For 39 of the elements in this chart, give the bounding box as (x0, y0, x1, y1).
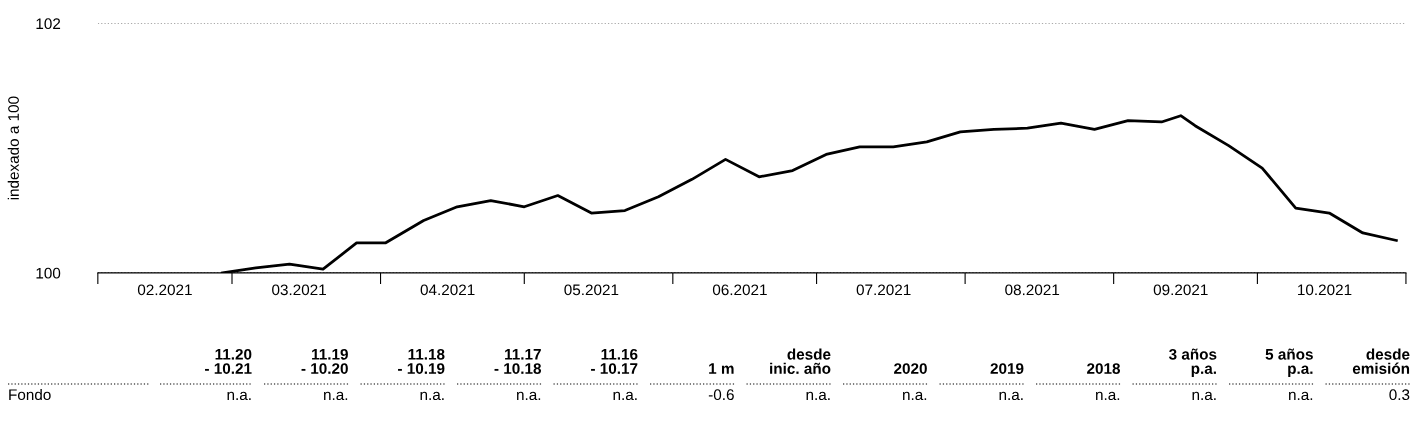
text: 11.18 - 10.19 (398, 348, 445, 374)
text: 11.20 - 10.21 (205, 348, 252, 374)
x-tick-label: 05.2021 (564, 284, 619, 296)
text: 11.17 - 10.18 (494, 349, 542, 374)
text: 3 años p.a. (1168, 348, 1217, 377)
y-tick-label: 100 (36, 267, 61, 279)
x-tick-label: 10.2021 (1298, 284, 1352, 296)
x-tick-label: 02.2021 (137, 284, 192, 296)
y-tick-label: 102 (36, 18, 61, 30)
text: 2018 (1087, 363, 1121, 374)
text: n.a. (806, 391, 830, 401)
x-tick-label: 03.2021 (272, 284, 326, 296)
x-tick-label: 08.2021 (1005, 284, 1060, 296)
text: 11.16 - 10.17 (591, 348, 638, 374)
text: 0.3 (1389, 389, 1410, 401)
text: Fondo (9, 388, 51, 401)
text: n.a. (517, 391, 541, 401)
text: n.a. (420, 391, 444, 401)
text: n.a. (324, 391, 348, 401)
text: 2020 (894, 363, 927, 374)
text: n.a. (613, 391, 637, 401)
x-tick-label: 07.2021 (856, 284, 911, 296)
text: n.a. (1096, 391, 1120, 401)
text: n.a. (1192, 391, 1216, 401)
text: n.a. (999, 391, 1023, 401)
text: -0.6 (708, 389, 734, 401)
text: n.a. (227, 391, 251, 401)
text: 5 años p.a. (1265, 348, 1313, 377)
text: 2019 (990, 363, 1024, 374)
text: n.a. (903, 391, 927, 401)
text: desde inic. año (770, 348, 831, 374)
x-tick-label: 09.2021 (1153, 284, 1208, 296)
text: 11.19 - 10.20 (301, 348, 348, 374)
text: n.a. (1289, 391, 1313, 401)
x-tick-label: 04.2021 (420, 284, 475, 296)
text: 1 m (709, 363, 734, 374)
x-tick-label: 06.2021 (712, 284, 767, 296)
text: desde emisión (1352, 348, 1410, 374)
y-axis-title: indexado a 100 (7, 96, 19, 200)
